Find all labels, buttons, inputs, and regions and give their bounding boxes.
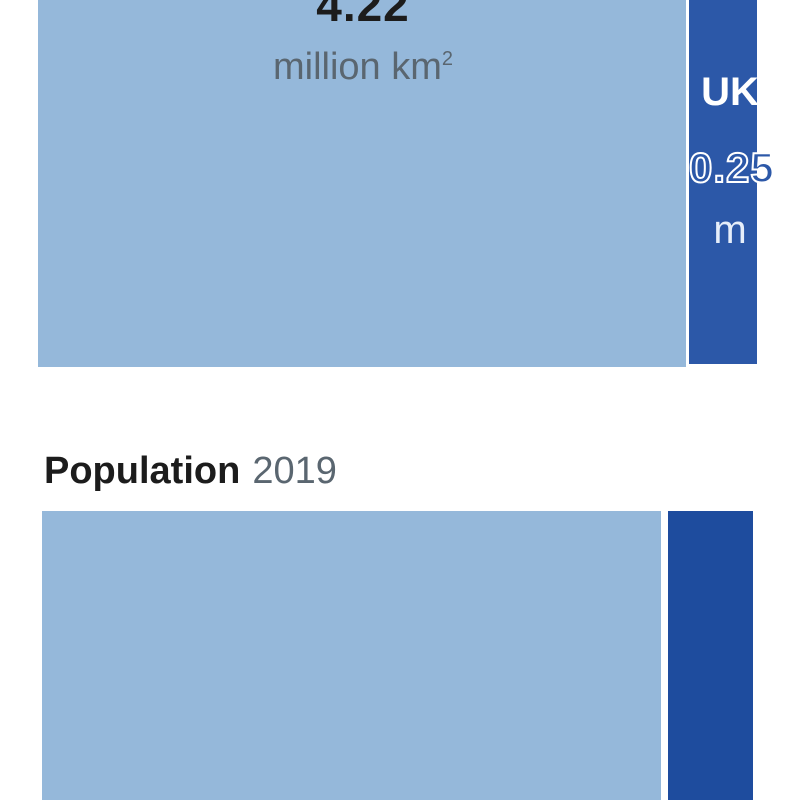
area-eu-unit-label: million km2 xyxy=(228,46,498,89)
area-eu-unit-base: million km xyxy=(272,46,442,88)
population-bar-eu xyxy=(42,511,661,800)
area-bar-eu xyxy=(38,0,686,367)
area-eu-value-label: 4.22 xyxy=(316,0,410,31)
population-title-text: Population xyxy=(44,450,241,492)
population-title: Population 2019 xyxy=(44,450,337,493)
population-year: 2019 xyxy=(252,450,337,492)
area-eu-unit-superscript: 2 xyxy=(441,48,454,70)
area-bar-uk xyxy=(689,0,757,364)
population-bar-uk xyxy=(668,511,753,800)
area-uk-name-label: UK xyxy=(701,70,759,114)
area-uk-unit-label: m xyxy=(713,208,747,252)
area-uk-value-label: 0.25 xyxy=(688,143,775,192)
